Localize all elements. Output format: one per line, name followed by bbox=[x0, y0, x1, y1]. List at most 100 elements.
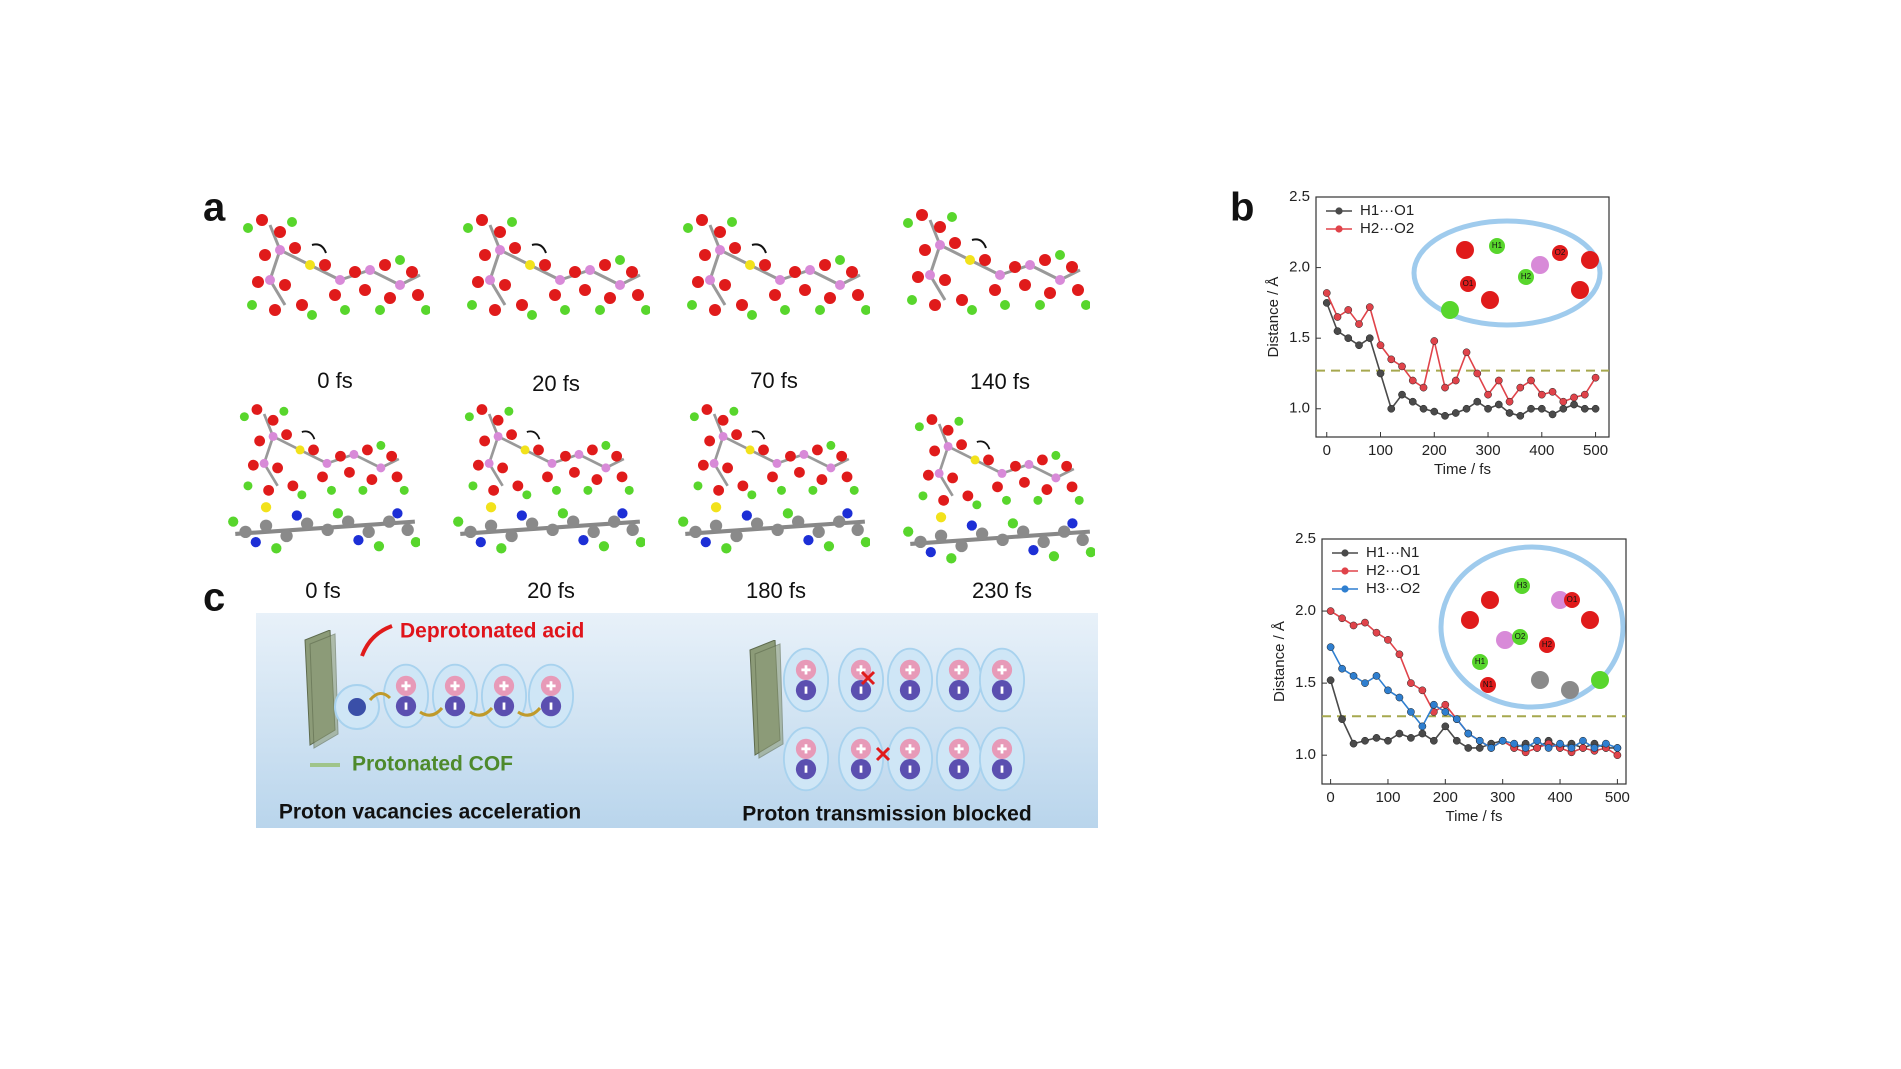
data-point bbox=[1338, 715, 1346, 723]
y-axis-label: Distance / Å bbox=[1265, 277, 1282, 358]
data-point bbox=[1429, 700, 1438, 709]
data-point bbox=[1462, 348, 1471, 357]
legend-label: H3···O2 bbox=[1366, 580, 1420, 597]
y-tick-label: 2.5 bbox=[1295, 530, 1316, 547]
data-point bbox=[1494, 376, 1503, 385]
y-axis-label: Distance / Å bbox=[1271, 621, 1288, 702]
data-point bbox=[1516, 383, 1525, 392]
data-point bbox=[1441, 383, 1449, 392]
x-tick-label: 400 bbox=[1548, 789, 1573, 806]
snapshot bbox=[453, 404, 646, 553]
time-label: 70 fs bbox=[750, 368, 798, 393]
arrow bbox=[360, 624, 393, 657]
data-point bbox=[1338, 614, 1346, 623]
time-label: 180 fs bbox=[746, 578, 806, 603]
inset-label: O1 bbox=[1463, 279, 1474, 288]
data-point bbox=[1372, 628, 1381, 637]
scheme-label: Deprotonated acid bbox=[400, 620, 584, 643]
inset-atom bbox=[1460, 276, 1476, 292]
snapshot bbox=[903, 414, 1096, 563]
data-point bbox=[1527, 376, 1535, 385]
x-tick-label: 100 bbox=[1368, 442, 1393, 459]
data-point bbox=[1475, 744, 1484, 752]
data-point bbox=[1395, 650, 1404, 659]
data-point bbox=[1408, 376, 1417, 385]
x-tick-label: 200 bbox=[1433, 789, 1458, 806]
data-point bbox=[1349, 621, 1358, 630]
y-tick-label: 2.0 bbox=[1289, 259, 1310, 276]
legend-marker bbox=[1341, 585, 1349, 593]
data-point bbox=[1372, 672, 1381, 680]
data-point bbox=[1419, 383, 1428, 392]
legend-marker bbox=[1341, 549, 1349, 557]
data-point bbox=[1487, 744, 1496, 752]
data-point bbox=[1326, 607, 1335, 615]
inset-label: O2 bbox=[1515, 632, 1526, 641]
data-point bbox=[1452, 736, 1461, 745]
panel-label: c bbox=[203, 576, 225, 620]
inset-atom bbox=[1564, 592, 1580, 608]
data-point bbox=[1484, 404, 1492, 413]
data-point bbox=[1613, 744, 1622, 752]
time-label: 230 fs bbox=[972, 578, 1032, 603]
inset-atom bbox=[1512, 629, 1528, 645]
inset-atom bbox=[1518, 269, 1534, 285]
x-tick-label: 300 bbox=[1476, 442, 1501, 459]
data-point bbox=[1333, 313, 1342, 321]
data-point bbox=[1570, 400, 1578, 409]
scheme-caption: Proton transmission blocked bbox=[742, 803, 1031, 826]
data-point bbox=[1579, 744, 1587, 752]
data-point bbox=[1395, 729, 1404, 738]
data-point bbox=[1591, 373, 1600, 382]
inset-label: H1 bbox=[1475, 657, 1486, 666]
data-point bbox=[1570, 393, 1578, 402]
data-point bbox=[1398, 362, 1406, 371]
data-point bbox=[1537, 404, 1546, 413]
data-point bbox=[1556, 739, 1564, 748]
inset-atom bbox=[1481, 591, 1499, 609]
y-tick-label: 1.5 bbox=[1295, 674, 1316, 691]
data-point bbox=[1418, 686, 1427, 695]
inset-atom bbox=[1552, 245, 1568, 261]
data-point bbox=[1473, 397, 1482, 406]
data-point bbox=[1408, 397, 1417, 406]
inset-atom bbox=[1496, 631, 1514, 649]
inset-atom bbox=[1571, 281, 1589, 299]
inset-atom bbox=[1441, 301, 1459, 319]
snapshot bbox=[461, 212, 650, 322]
data-point bbox=[1510, 739, 1519, 748]
data-point bbox=[1548, 387, 1557, 396]
data-point bbox=[1441, 708, 1450, 716]
data-point bbox=[1361, 618, 1369, 627]
data-point bbox=[1322, 289, 1331, 297]
cof-layer bbox=[304, 630, 339, 749]
inset-atom bbox=[1461, 611, 1479, 629]
data-point bbox=[1464, 744, 1473, 752]
data-point bbox=[1462, 404, 1471, 413]
snapshot bbox=[241, 212, 430, 322]
inset-atom bbox=[1591, 671, 1609, 689]
panel-label: b bbox=[1230, 186, 1254, 230]
data-point bbox=[1613, 751, 1622, 760]
data-point bbox=[1475, 736, 1484, 745]
cof-layer bbox=[749, 640, 784, 759]
data-point bbox=[1567, 744, 1576, 752]
legend-marker bbox=[1335, 207, 1343, 215]
inset-atom bbox=[1531, 256, 1549, 274]
data-point bbox=[1544, 744, 1553, 752]
data-point bbox=[1333, 327, 1342, 335]
data-point bbox=[1376, 341, 1385, 350]
data-point bbox=[1559, 404, 1568, 413]
data-point bbox=[1452, 715, 1461, 723]
data-point bbox=[1537, 390, 1546, 399]
inset bbox=[1438, 544, 1626, 710]
data-point bbox=[1494, 400, 1503, 409]
data-point bbox=[1418, 722, 1427, 731]
data-point bbox=[1559, 397, 1568, 406]
snapshot bbox=[681, 212, 870, 322]
data-point bbox=[1430, 337, 1439, 345]
data-point bbox=[1372, 734, 1381, 742]
snapshot bbox=[228, 404, 421, 553]
data-point bbox=[1384, 736, 1392, 745]
legend-label: H1···O1 bbox=[1360, 202, 1414, 219]
